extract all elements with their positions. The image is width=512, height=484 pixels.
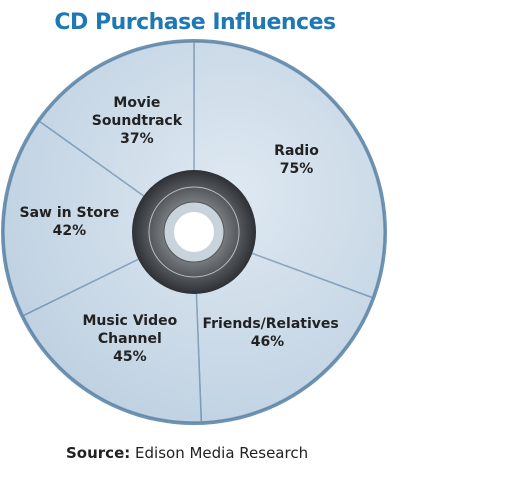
slice-label: Music Video Channel 45% <box>65 312 195 366</box>
slice-label: Friends/Relatives 46% <box>202 315 339 351</box>
slice-label: Saw in Store 42% <box>4 204 134 240</box>
category-label: Friends/Relatives <box>202 316 339 333</box>
source-text: Edison Media Research <box>135 444 309 462</box>
value-label: 42% <box>52 222 87 239</box>
value-label: 46% <box>250 334 285 351</box>
slice-label: Movie Soundtrack 37% <box>72 94 202 148</box>
value-label: 75% <box>279 161 314 178</box>
slice-label: Radio 75% <box>232 142 362 178</box>
value-label: 37% <box>120 130 154 147</box>
source-label: Source: <box>66 444 131 462</box>
category-label: Movie Soundtrack <box>91 94 183 129</box>
category-label: Music Video Channel <box>82 313 178 348</box>
hub-hole <box>174 212 214 252</box>
category-label: Saw in Store <box>19 204 120 221</box>
category-label: Radio <box>274 143 319 160</box>
hub-groove <box>148 186 240 278</box>
value-label: 45% <box>113 349 147 366</box>
chart-title: CD Purchase Influences <box>54 10 336 35</box>
source: Source: Edison Media Research <box>66 444 308 462</box>
